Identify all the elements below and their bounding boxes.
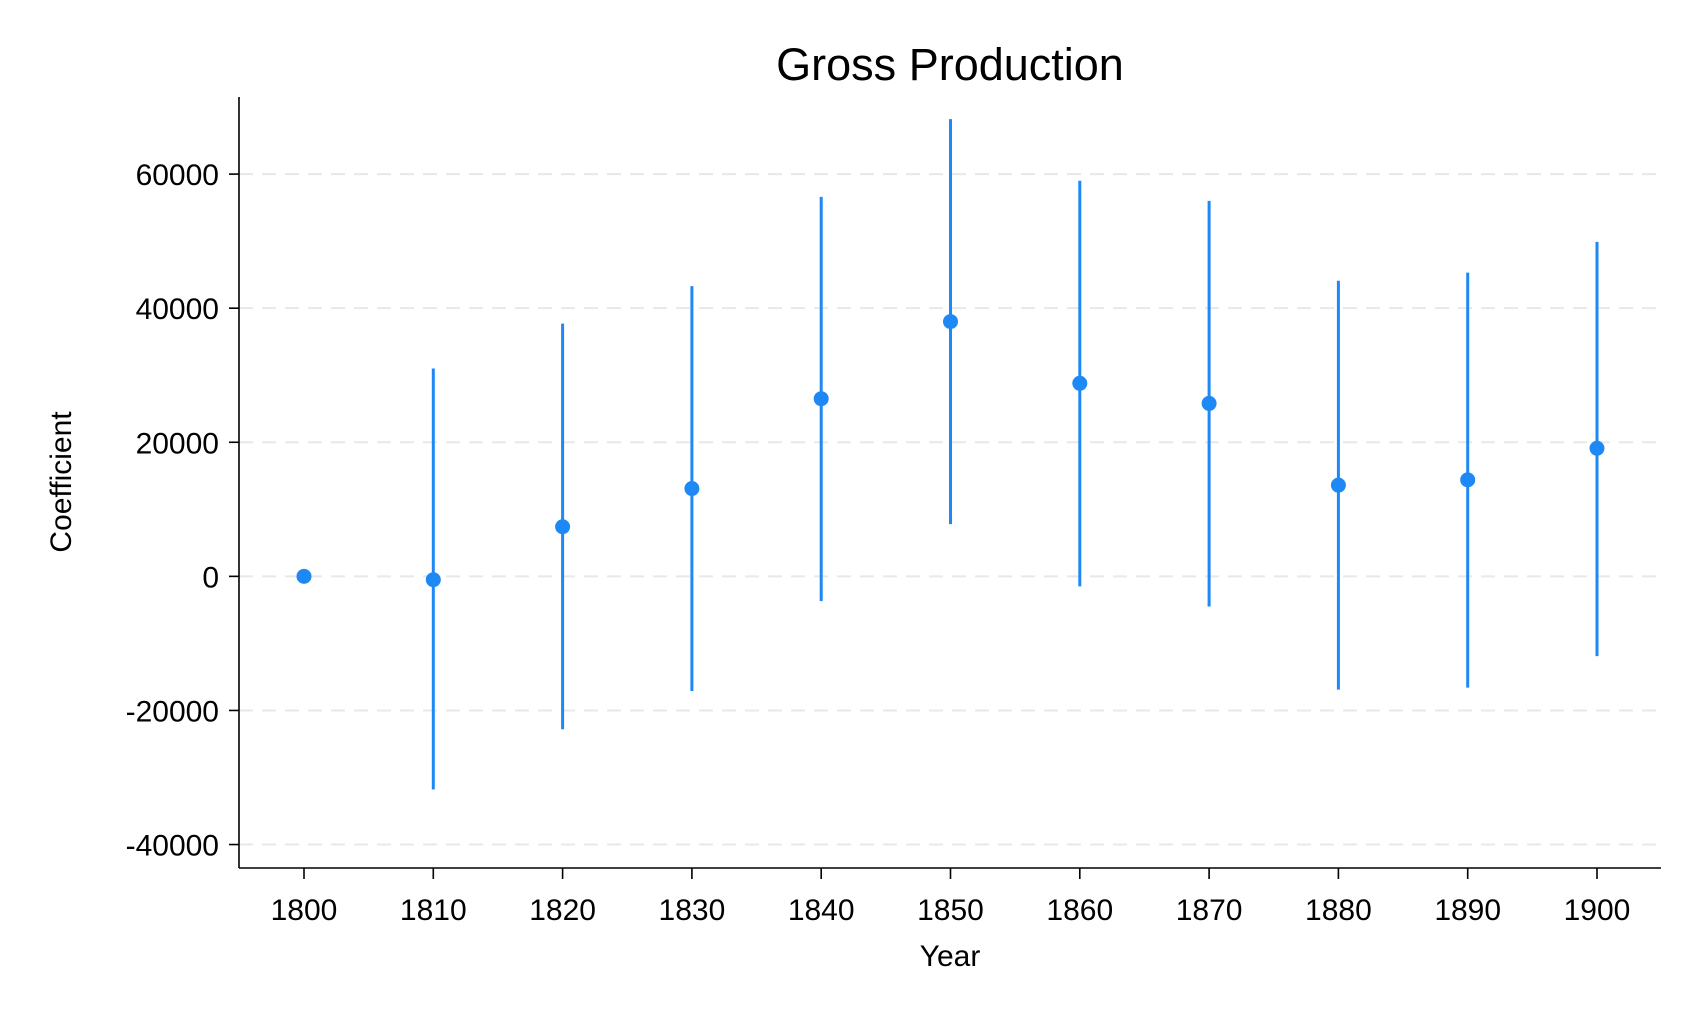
point-estimate-1890 (1460, 472, 1476, 488)
point-estimate-1830 (684, 481, 700, 497)
x-tick-label: 1800 (271, 894, 338, 927)
x-tick-label: 1830 (659, 894, 726, 927)
point-estimate-1820 (555, 519, 571, 535)
x-tick-label: 1850 (917, 894, 984, 927)
point-estimate-1850 (943, 314, 958, 330)
y-tick-label: -40000 (126, 830, 219, 863)
x-tick-label: 1890 (1434, 894, 1501, 927)
chart-title: Gross Production (776, 39, 1124, 90)
point-estimate-1810 (425, 572, 441, 588)
x-tick-label: 1840 (788, 894, 855, 927)
x-tick-label: 1860 (1046, 894, 1113, 927)
y-tick-label: -20000 (126, 695, 219, 728)
y-tick-label: 0 (202, 561, 219, 594)
grid-layer (239, 173, 1661, 846)
y-tick-label: 40000 (136, 293, 219, 326)
y-tick-label: 60000 (136, 159, 219, 192)
point-estimate-1880 (1330, 477, 1346, 493)
marks-layer (296, 119, 1605, 790)
y-axis-title: Coefficient (45, 411, 78, 553)
x-axis-title: Year (920, 940, 981, 973)
y-tick-label: 20000 (136, 427, 219, 460)
point-estimate-1900 (1589, 440, 1605, 456)
point-estimate-1800 (296, 568, 312, 584)
point-estimate-1870 (1201, 395, 1217, 411)
x-tick-label: 1820 (529, 894, 596, 927)
point-estimate-1840 (813, 391, 829, 407)
point-estimate-1860 (1072, 375, 1088, 391)
axis-layer: -40000 -20000 0 20000 40000 60000 1800 1810 1820… (126, 97, 1661, 927)
x-tick-label: 1900 (1564, 894, 1631, 927)
x-tick-label: 1880 (1305, 894, 1372, 927)
x-tick-label: 1870 (1176, 894, 1243, 927)
x-tick-label: 1810 (400, 894, 467, 927)
